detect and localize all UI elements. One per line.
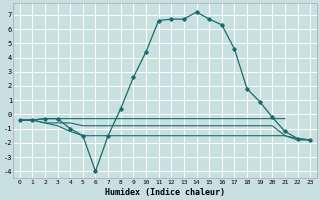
X-axis label: Humidex (Indice chaleur): Humidex (Indice chaleur) (105, 188, 225, 197)
